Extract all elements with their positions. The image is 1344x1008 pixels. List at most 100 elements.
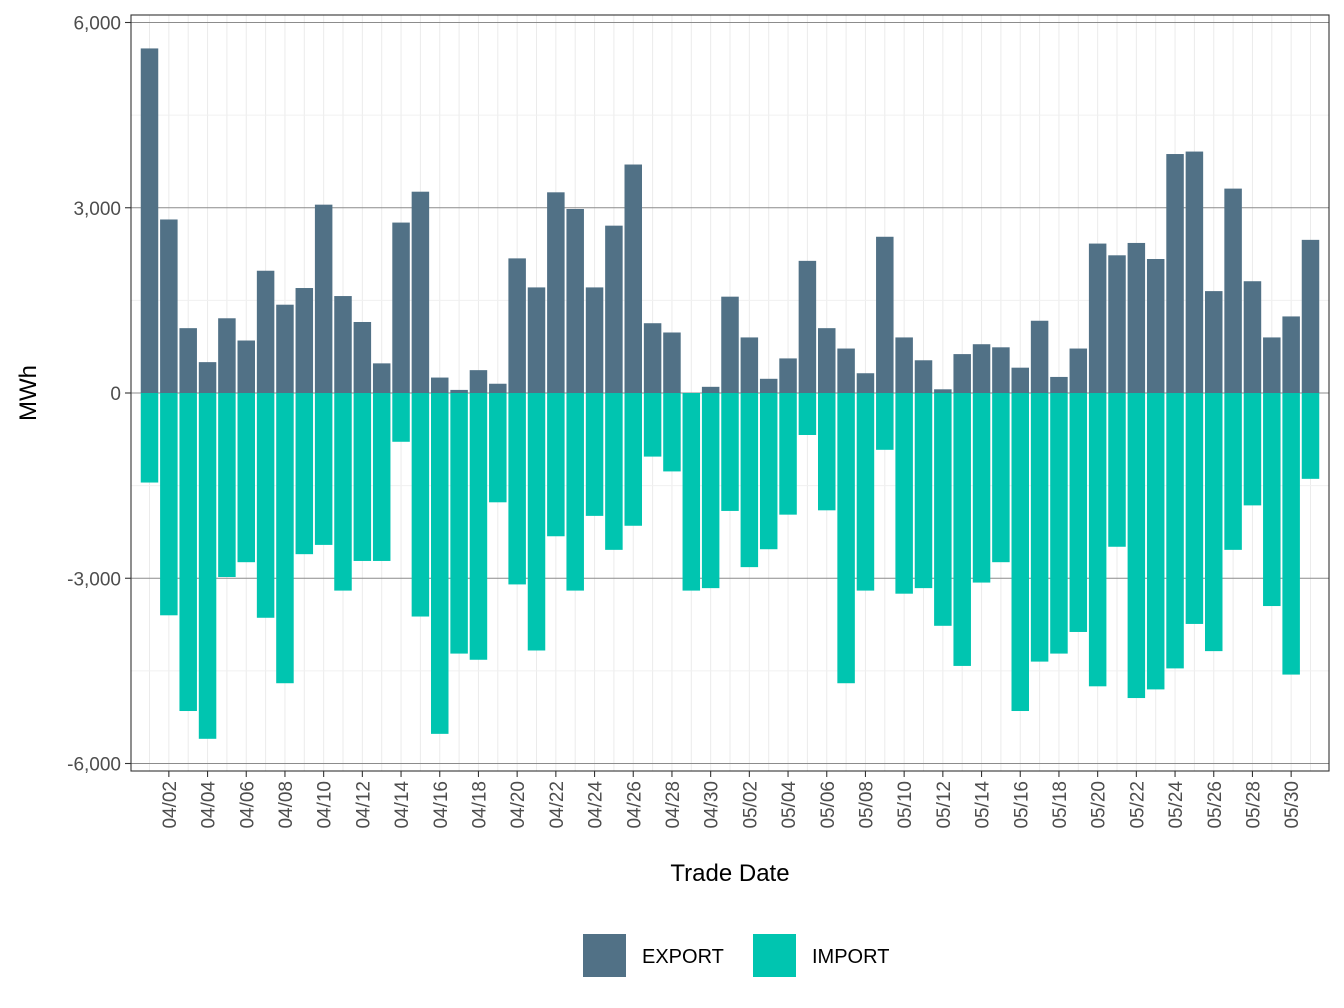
bar-import-04-08 — [276, 393, 294, 684]
x-tick-label: 05/22 — [1127, 781, 1148, 829]
x-tick-label: 04/18 — [469, 781, 490, 829]
legend-label-export: EXPORT — [642, 946, 724, 968]
bar-import-05-10 — [895, 393, 913, 594]
x-tick-label: 05/26 — [1205, 781, 1226, 829]
bar-import-05-06 — [818, 393, 836, 511]
bar-import-04-26 — [624, 393, 642, 526]
x-tick-label: 04/20 — [508, 781, 529, 829]
bar-export-04-14 — [392, 222, 410, 393]
x-tick-label: 05/24 — [1166, 781, 1187, 829]
bar-export-05-10 — [895, 337, 913, 393]
bar-import-04-25 — [605, 393, 623, 550]
x-tick-label: 04/12 — [353, 781, 374, 829]
bar-import-05-18 — [1050, 393, 1068, 654]
x-tick-label: 05/16 — [1011, 781, 1032, 829]
bar-export-05-05 — [798, 260, 817, 393]
bar-export-04-06 — [237, 340, 255, 393]
bar-export-04-25 — [605, 225, 623, 393]
legend-label-import: IMPORT — [812, 946, 889, 968]
bar-export-05-11 — [914, 360, 933, 393]
bar-import-04-29 — [682, 393, 701, 591]
bar-import-04-16 — [431, 393, 449, 734]
bar-import-05-12 — [934, 393, 952, 626]
x-tick-label: 05/30 — [1282, 781, 1303, 829]
bar-import-04-21 — [527, 393, 546, 651]
bar-export-05-02 — [740, 337, 759, 393]
bar-import-05-30 — [1282, 393, 1300, 675]
x-tick-label: 04/14 — [392, 781, 413, 829]
bar-export-04-24 — [585, 287, 604, 393]
bar-export-05-25 — [1185, 151, 1204, 393]
bar-import-05-23 — [1146, 393, 1165, 690]
bar-export-05-31 — [1301, 239, 1320, 393]
bar-export-05-09 — [876, 236, 894, 393]
y-axis: -6,000 -3,000 0 3,000 6,000 — [67, 14, 131, 776]
legend: EXPORT IMPORT — [583, 934, 889, 977]
y-tick-label: 3,000 — [73, 199, 121, 220]
bar-import-04-06 — [237, 393, 255, 563]
x-axis: 04/02 04/04 04/06 04/08 04/10 04/12 04/14 04/16… — [160, 771, 1303, 829]
bar-export-04-12 — [353, 321, 372, 393]
bar-import-04-23 — [566, 393, 584, 591]
y-tick-label: -6,000 — [67, 755, 121, 776]
legend-key-export — [583, 934, 626, 977]
bar-export-05-18 — [1050, 376, 1068, 393]
bar-export-04-18 — [469, 370, 488, 393]
x-tick-label: 04/24 — [586, 781, 607, 829]
bar-export-04-16 — [431, 377, 449, 393]
bar-import-05-11 — [914, 393, 933, 589]
bar-export-05-16 — [1011, 367, 1029, 393]
bar-import-05-08 — [856, 393, 875, 591]
bar-import-05-13 — [953, 393, 971, 666]
bar-export-05-14 — [972, 344, 991, 393]
bar-export-05-15 — [992, 347, 1010, 393]
x-tick-label: 05/02 — [740, 781, 761, 829]
y-tick-label: -3,000 — [67, 569, 121, 590]
bar-import-04-03 — [179, 393, 197, 712]
x-tick-label: 04/30 — [702, 781, 723, 829]
bar-export-04-13 — [372, 363, 391, 393]
bar-export-05-20 — [1088, 243, 1107, 393]
bar-export-04-11 — [334, 296, 352, 393]
bar-import-04-05 — [218, 393, 236, 578]
bar-export-05-27 — [1224, 188, 1242, 393]
bar-export-05-23 — [1146, 259, 1165, 393]
bar-import-05-24 — [1166, 393, 1184, 669]
x-tick-label: 05/08 — [856, 781, 877, 829]
bar-export-04-15 — [411, 191, 430, 393]
x-tick-label: 05/04 — [779, 781, 800, 829]
bar-import-05-01 — [721, 393, 739, 511]
bar-import-05-29 — [1263, 393, 1281, 607]
bar-import-04-12 — [353, 393, 372, 561]
y-axis-title: MWh — [15, 365, 42, 421]
bar-export-04-02 — [160, 219, 178, 393]
bar-export-04-19 — [489, 383, 507, 393]
bar-import-04-18 — [469, 393, 488, 660]
bar-export-04-01 — [140, 48, 159, 394]
x-tick-label: 04/22 — [547, 781, 568, 829]
bar-import-04-30 — [701, 393, 720, 589]
x-tick-label: 04/26 — [624, 781, 645, 829]
bar-export-05-26 — [1205, 291, 1223, 393]
bar-export-04-10 — [314, 204, 333, 393]
bar-import-05-04 — [779, 393, 797, 515]
bar-import-04-20 — [508, 393, 526, 585]
bar-export-04-26 — [624, 164, 642, 393]
bar-export-05-12 — [934, 389, 952, 393]
bar-import-05-21 — [1108, 393, 1126, 547]
x-tick-label: 04/28 — [663, 781, 684, 829]
bar-import-04-07 — [256, 393, 275, 618]
bar-export-04-22 — [547, 192, 565, 393]
bar-export-05-07 — [837, 348, 855, 393]
x-tick-label: 05/20 — [1089, 781, 1110, 829]
bar-export-05-01 — [721, 296, 739, 393]
x-axis-title: Trade Date — [670, 860, 789, 887]
x-tick-label: 04/10 — [315, 781, 336, 829]
bar-import-04-04 — [198, 393, 217, 739]
bar-export-04-27 — [643, 323, 662, 393]
bar-export-05-08 — [856, 373, 875, 393]
x-tick-label: 05/18 — [1050, 781, 1071, 829]
bar-export-04-20 — [508, 258, 526, 393]
y-tick-label: 6,000 — [73, 14, 121, 35]
